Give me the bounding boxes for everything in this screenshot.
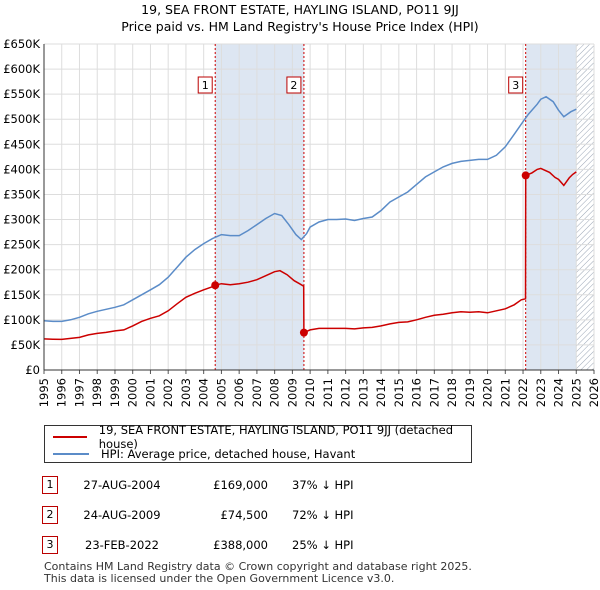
x-tick-label: 2021 bbox=[498, 378, 512, 407]
x-tick-label: 2016 bbox=[410, 378, 424, 407]
x-tick-label: 2011 bbox=[321, 378, 335, 407]
x-tick-label: 2005 bbox=[214, 378, 228, 407]
legend-swatch-hpi bbox=[53, 453, 89, 455]
sale-date: 27-AUG-2004 bbox=[83, 478, 161, 492]
sale-number: 1 bbox=[42, 476, 58, 494]
y-tick-label: £200K bbox=[3, 263, 40, 277]
x-tick-label: 2001 bbox=[143, 378, 157, 407]
x-tick-label: 2002 bbox=[161, 378, 175, 407]
x-tick-label: 2007 bbox=[250, 378, 264, 407]
hpi-line bbox=[43, 95, 577, 323]
y-tick-label: £600K bbox=[3, 62, 40, 76]
x-tick-label: 2020 bbox=[481, 378, 495, 407]
x-tick-label: 2026 bbox=[587, 378, 600, 407]
x-tick-label: 2013 bbox=[356, 378, 370, 407]
legend-label-hpi: HPI: Average price, detached house, Hava… bbox=[101, 447, 356, 461]
x-tick-label: 2022 bbox=[516, 378, 530, 407]
x-tick-label: 2019 bbox=[463, 378, 477, 407]
sale-marker-label: 1 bbox=[202, 79, 209, 92]
plot-area bbox=[44, 44, 594, 370]
chart-legend: 19, SEA FRONT ESTATE, HAYLING ISLAND, PO… bbox=[44, 423, 472, 463]
legend-item-property: 19, SEA FRONT ESTATE, HAYLING ISLAND, PO… bbox=[53, 423, 471, 451]
x-tick-label: 1997 bbox=[72, 378, 86, 407]
sale-hpi-diff: 72% ↓ HPI bbox=[292, 508, 354, 522]
sale-point-dot bbox=[211, 281, 220, 290]
y-tick-label: £550K bbox=[3, 87, 40, 101]
footer-attribution: Contains HM Land Registry data © Crown c… bbox=[44, 561, 472, 585]
sale-number: 3 bbox=[42, 536, 58, 554]
sale-marker-label: 2 bbox=[290, 79, 297, 92]
sale-price: £388,000 bbox=[213, 538, 268, 552]
sale-price: £74,500 bbox=[220, 508, 268, 522]
highlight-span bbox=[215, 44, 304, 370]
sale-hpi-diff: 37% ↓ HPI bbox=[292, 478, 354, 492]
x-tick-label: 2006 bbox=[232, 378, 246, 407]
y-tick-label: £500K bbox=[3, 112, 40, 126]
y-tick-label: £350K bbox=[3, 187, 40, 201]
x-tick-label: 2008 bbox=[268, 378, 282, 407]
sale-date: 24-AUG-2009 bbox=[83, 508, 161, 522]
y-tick-label: £50K bbox=[11, 338, 41, 352]
x-tick-label: 2018 bbox=[445, 378, 459, 407]
x-tick-label: 2004 bbox=[197, 378, 211, 407]
x-tick-label: 2014 bbox=[374, 378, 388, 407]
x-tick-label: 2000 bbox=[126, 378, 140, 407]
legend-swatch-property bbox=[53, 436, 87, 438]
y-tick-label: £450K bbox=[3, 137, 40, 151]
footer-line-2: This data is licensed under the Open Gov… bbox=[44, 572, 395, 585]
footer-line-1: Contains HM Land Registry data © Crown c… bbox=[44, 560, 472, 573]
x-tick-label: 2023 bbox=[534, 378, 548, 407]
x-tick-label: 2012 bbox=[339, 378, 353, 407]
sale-hpi-diff: 25% ↓ HPI bbox=[292, 538, 354, 552]
y-tick-label: £250K bbox=[3, 238, 40, 252]
x-tick-label: 1996 bbox=[55, 378, 69, 407]
x-tick-label: 2024 bbox=[552, 378, 566, 407]
x-tick-label: 1999 bbox=[108, 378, 122, 407]
x-tick-label: 1995 bbox=[37, 378, 51, 407]
y-tick-label: £400K bbox=[3, 162, 40, 176]
sale-price: £169,000 bbox=[213, 478, 268, 492]
sale-marker-box bbox=[286, 76, 302, 94]
y-tick-label: £0 bbox=[25, 363, 40, 377]
x-tick-label: 2003 bbox=[179, 378, 193, 407]
x-tick-label: 2010 bbox=[303, 378, 317, 407]
legend-item-hpi: HPI: Average price, detached house, Hava… bbox=[53, 446, 355, 462]
y-tick-label: £300K bbox=[3, 213, 40, 227]
highlight-span bbox=[525, 44, 577, 370]
price-chart: £0 £50K £100K £150K £200K £250K £300K £350K £400… bbox=[3, 37, 600, 407]
x-tick-label: 2015 bbox=[392, 378, 406, 407]
sale-marker-box bbox=[197, 76, 213, 94]
legend-label-property: 19, SEA FRONT ESTATE, HAYLING ISLAND, PO… bbox=[98, 423, 454, 451]
forecast-region bbox=[576, 44, 594, 370]
chart-title: 19, SEA FRONT ESTATE, HAYLING ISLAND, PO… bbox=[141, 2, 459, 17]
sale-number: 2 bbox=[42, 506, 58, 524]
sale-marker-box bbox=[508, 76, 524, 94]
x-tick-label: 2025 bbox=[569, 378, 583, 407]
y-tick-label: £150K bbox=[3, 288, 40, 302]
sale-point-dot bbox=[299, 328, 308, 337]
property-line bbox=[43, 167, 577, 341]
x-tick-label: 1998 bbox=[90, 378, 104, 407]
sale-date: 23-FEB-2022 bbox=[85, 538, 159, 552]
x-tick-label: 2009 bbox=[285, 378, 299, 407]
sale-point-dot bbox=[521, 171, 530, 180]
chart-subtitle: Price paid vs. HM Land Registry's House … bbox=[121, 19, 479, 34]
sale-marker-label: 3 bbox=[512, 79, 519, 92]
y-tick-label: £650K bbox=[3, 37, 40, 51]
x-tick-label: 2017 bbox=[427, 378, 441, 407]
y-tick-label: £100K bbox=[3, 313, 40, 327]
